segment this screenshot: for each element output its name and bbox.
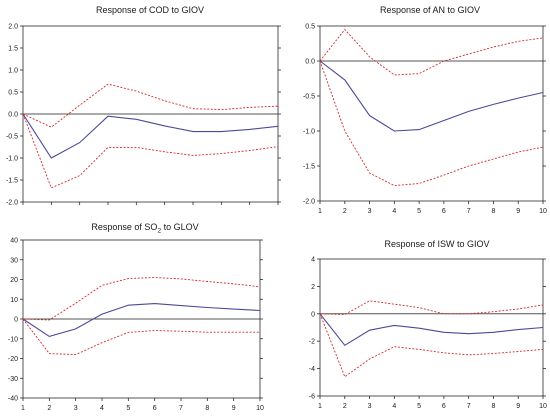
- x-tick-label: 10: [539, 403, 547, 410]
- panel-title: Response of SO2 to GLOV: [91, 222, 198, 235]
- upper-confidence-band: [319, 300, 544, 315]
- lower-confidence-band: [22, 113, 279, 189]
- y-tick-label: -40: [8, 396, 18, 403]
- panel-isw-response: Response of ISW to GIOV -6 -4 -2 0 2 4 1 2 3 4 5 6 7…: [309, 239, 547, 410]
- y-tick-label: -2: [309, 339, 315, 346]
- upper-confidence-band: [319, 28, 544, 76]
- y-tick-label: 0: [14, 317, 18, 324]
- x-tick-label: 10: [256, 405, 264, 412]
- x-tick-label: 9: [232, 405, 236, 412]
- x-tick-label: 1: [21, 405, 25, 412]
- y-tick-label: 2: [311, 284, 315, 291]
- y-tick-label: 0.0: [8, 112, 18, 119]
- y-tick-label: -4: [309, 366, 315, 373]
- y-tick-label: -20: [8, 356, 18, 363]
- panel-an-response: Response of AN to GIOV -2.0 -1.5 -1.0 -0.5 0…: [303, 5, 547, 215]
- x-tick-label: 7: [179, 405, 183, 412]
- x-tick-label: 2: [343, 208, 347, 215]
- x-tick-label: 2: [47, 405, 51, 412]
- x-tick-label: 6: [442, 208, 446, 215]
- impulse-response-line: [319, 60, 544, 132]
- lower-confidence-band: [319, 313, 544, 378]
- panel-title: Response of AN to GIOV: [380, 5, 480, 15]
- x-tick-label: 4: [392, 403, 396, 410]
- x-tick-label: 5: [417, 403, 421, 410]
- y-tick-label: -30: [8, 376, 18, 383]
- x-tick-label: 6: [153, 405, 157, 412]
- x-tick-label: 4: [392, 208, 396, 215]
- y-tick-label: -0.5: [303, 94, 315, 101]
- y-tick-label: -1.0: [6, 156, 18, 163]
- y-tick-label: -1.0: [303, 129, 315, 136]
- y-tick-label: 0.5: [305, 24, 315, 31]
- y-tick-label: 1.0: [8, 68, 18, 75]
- upper-confidence-band: [22, 277, 261, 321]
- y-tick-label: 30: [10, 257, 18, 264]
- x-tick-label: 3: [74, 405, 78, 412]
- y-tick-label: 40: [10, 238, 18, 245]
- y-tick-label: -1.5: [303, 164, 315, 171]
- y-tick-label: 4: [311, 257, 315, 264]
- panel-so2-response: Response of SO2 to GLOV -40 -30 -20 -10 0 10 2…: [8, 222, 264, 412]
- y-tick-label: 1.5: [8, 46, 18, 53]
- lower-confidence-band: [319, 60, 544, 187]
- y-tick-label: -0.5: [6, 134, 18, 141]
- x-tick-label: 8: [205, 405, 209, 412]
- x-tick-label: 8: [491, 208, 495, 215]
- x-tick-label: 8: [491, 403, 495, 410]
- x-tick-label: 7: [467, 403, 471, 410]
- y-tick-label: -10: [8, 336, 18, 343]
- y-tick-label: 20: [10, 277, 18, 284]
- panel-title: Response of ISW to GIOV: [384, 239, 489, 249]
- y-tick-label: 0.0: [305, 59, 315, 66]
- y-tick-label: 10: [10, 297, 18, 304]
- x-tick-label: 4: [100, 405, 104, 412]
- x-tick-label: 1: [318, 403, 322, 410]
- x-tick-label: 5: [126, 405, 130, 412]
- x-tick-label: 3: [368, 403, 372, 410]
- x-tick-label: 3: [368, 208, 372, 215]
- x-tick-label: 9: [516, 208, 520, 215]
- plot-frame: [319, 25, 544, 202]
- x-tick-label: 1: [318, 208, 322, 215]
- y-tick-label: -6: [309, 394, 315, 401]
- y-tick-label: 2.0: [8, 24, 18, 31]
- y-tick-label: -1.5: [6, 178, 18, 185]
- x-tick-label: 9: [516, 403, 520, 410]
- x-tick-label: 6: [442, 403, 446, 410]
- impulse-response-line: [22, 113, 279, 159]
- x-tick-label: 10: [539, 208, 547, 215]
- y-tick-label: -2.0: [6, 200, 18, 207]
- impulse-response-line: [319, 313, 544, 347]
- y-tick-label: 0.5: [8, 90, 18, 97]
- panel-cod-response: Response of COD to GIOV -2.0 -1.5 -1.0 -0.5…: [6, 5, 281, 207]
- impulse-response-line: [22, 303, 261, 337]
- panel-title: Response of COD to GIOV: [96, 5, 204, 15]
- x-tick-label: 2: [343, 403, 347, 410]
- y-tick-label: -2.0: [303, 199, 315, 206]
- x-tick-label: 7: [467, 208, 471, 215]
- x-tick-label: 5: [417, 208, 421, 215]
- y-tick-label: 0: [311, 311, 315, 318]
